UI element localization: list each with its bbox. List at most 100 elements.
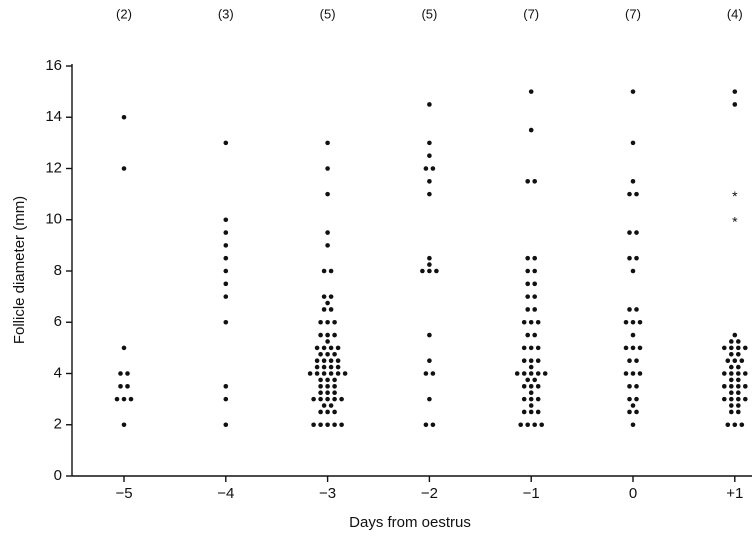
x-axis-label: Days from oestrus (349, 514, 471, 531)
dot (535, 358, 541, 363)
dot (634, 230, 639, 235)
dot (627, 358, 632, 363)
dot (427, 396, 432, 402)
dot (528, 403, 534, 408)
dot (335, 358, 341, 363)
dot (332, 377, 337, 383)
dot (630, 345, 636, 351)
dot (318, 384, 323, 389)
dot (630, 403, 636, 408)
dot (118, 384, 123, 389)
dot (125, 384, 130, 389)
dot (427, 262, 432, 267)
dot (736, 396, 741, 402)
dot (525, 255, 530, 261)
dot (321, 307, 327, 312)
dot (325, 384, 330, 389)
dot (525, 422, 530, 428)
dot (736, 384, 741, 389)
dot (722, 345, 727, 351)
dot (525, 377, 530, 383)
dot (223, 294, 229, 299)
dot (732, 422, 738, 428)
dot (223, 396, 229, 402)
x-tick-label: −4 (217, 485, 234, 502)
dot (532, 179, 537, 184)
dot (427, 102, 432, 107)
dot (528, 390, 534, 396)
dot (630, 332, 636, 338)
dot (223, 281, 229, 287)
y-tick-label: 8 (54, 262, 62, 279)
dot (630, 140, 636, 146)
dot (634, 358, 639, 363)
dot (528, 396, 534, 402)
x-tick-label: −3 (319, 485, 336, 502)
dot (321, 345, 327, 351)
dot (321, 294, 327, 299)
dot (325, 390, 330, 396)
group-label: (7) (523, 6, 539, 21)
y-axis-label: Follicle diameter (mm) (11, 196, 28, 344)
dot (634, 384, 639, 389)
dot (325, 243, 330, 248)
dot (423, 371, 429, 376)
dot (125, 371, 130, 376)
dot (532, 377, 537, 383)
dot (223, 217, 229, 223)
dot (318, 396, 323, 402)
dot (307, 371, 313, 376)
dot (743, 384, 748, 389)
dot (525, 307, 530, 312)
asterisk-point: * (732, 188, 738, 204)
dot (430, 371, 436, 376)
dot (521, 319, 527, 325)
dot (427, 255, 432, 261)
dot (736, 390, 741, 396)
dot (630, 179, 636, 184)
dot (311, 422, 316, 428)
dot (630, 371, 636, 376)
dot (736, 339, 741, 344)
dot (736, 371, 741, 376)
dot (532, 332, 537, 338)
dot (736, 351, 741, 357)
dot (223, 268, 229, 274)
dot (627, 255, 632, 261)
dot (427, 332, 432, 338)
asterisk-point: * (732, 213, 738, 229)
dot (736, 345, 741, 351)
dot (332, 409, 337, 415)
dot (525, 332, 530, 338)
dot (223, 384, 229, 389)
dot (521, 409, 527, 415)
dot (321, 268, 327, 274)
dot (722, 396, 727, 402)
dot (325, 351, 330, 357)
x-tick-label: −2 (421, 485, 438, 502)
dot (325, 191, 330, 197)
dot (528, 345, 534, 351)
dot (325, 422, 330, 428)
dot (335, 345, 341, 351)
dot (729, 371, 734, 376)
group-label: (4) (727, 6, 743, 21)
dot (318, 390, 323, 396)
x-tick-label: +1 (726, 485, 743, 502)
dot (223, 319, 229, 325)
dot (637, 319, 643, 325)
dot (121, 114, 127, 120)
dot (332, 319, 337, 325)
dot (739, 358, 745, 363)
dot (634, 191, 639, 197)
dot (332, 384, 337, 389)
dot (339, 422, 344, 428)
dot (532, 307, 537, 312)
dot (729, 409, 734, 415)
dot (743, 345, 748, 351)
dot (539, 422, 544, 428)
dot (311, 396, 316, 402)
dot (335, 364, 341, 370)
dot (223, 230, 229, 235)
